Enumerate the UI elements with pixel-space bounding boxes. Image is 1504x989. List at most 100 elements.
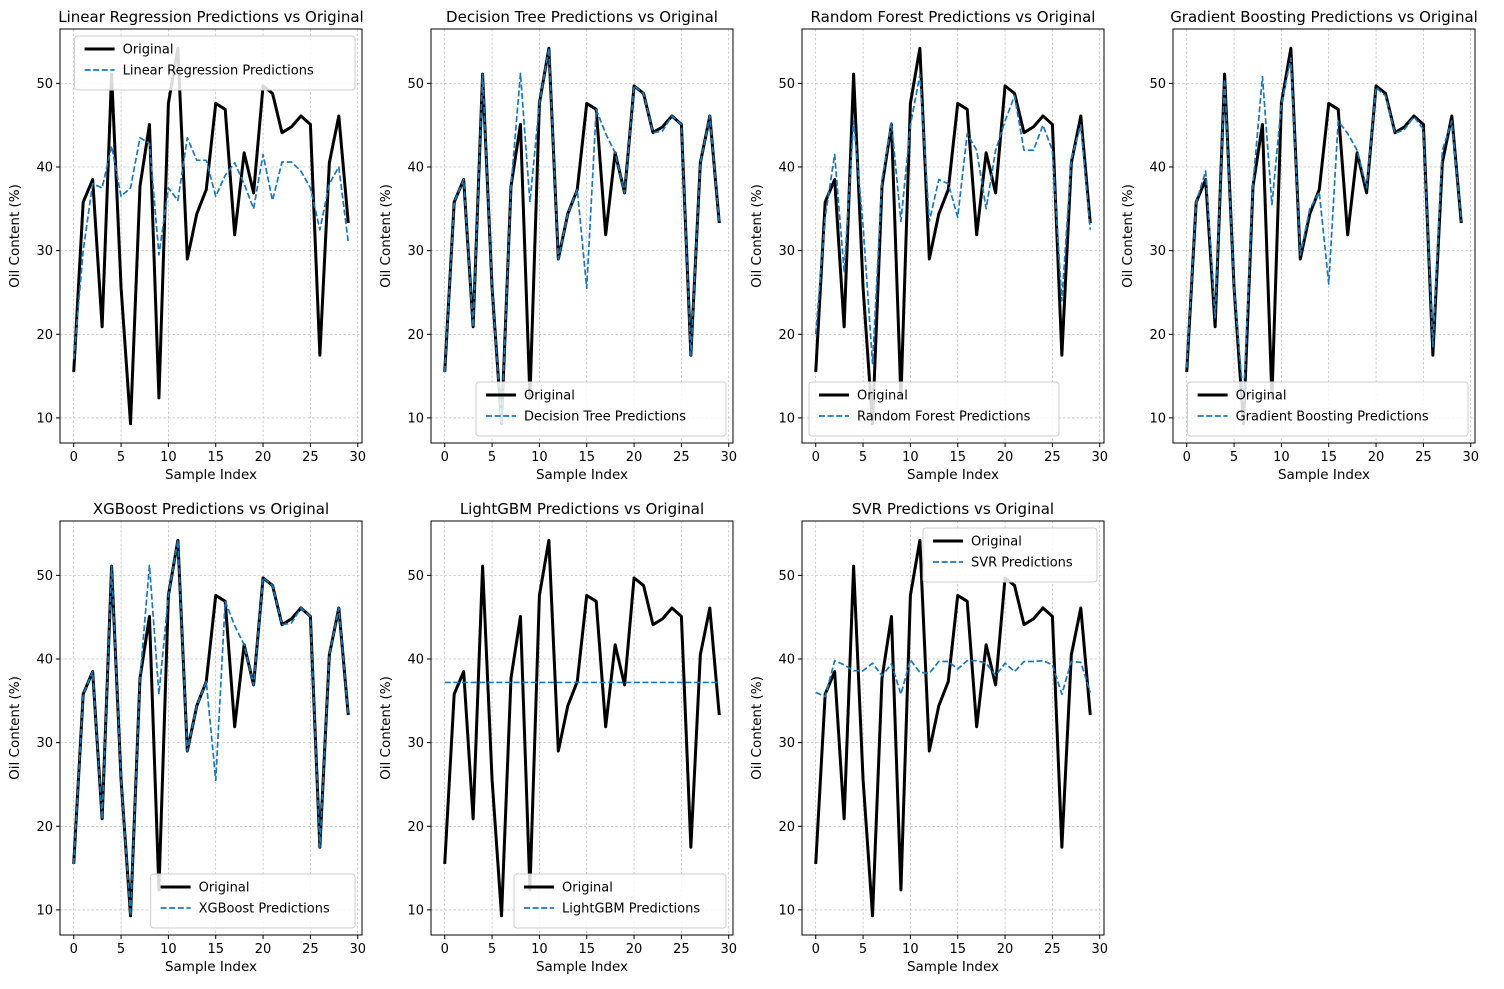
- chart-title: Random Forest Predictions vs Original: [811, 8, 1096, 26]
- y-tick-label: 50: [778, 569, 795, 584]
- x-axis-label: Sample Index: [165, 467, 257, 483]
- x-tick-label: 5: [859, 942, 867, 957]
- series-original-line: [814, 46, 1092, 426]
- subplot-7: 0 5 10 15 20 25 30 10 20 30 40 50 SVR Predictions vs…: [749, 500, 1108, 975]
- x-tick-label: 10: [902, 942, 919, 957]
- legend-label: Original: [1236, 389, 1287, 404]
- y-axis-label: Oil Content (%): [749, 676, 765, 780]
- x-tick-label: 25: [673, 450, 690, 465]
- legend-box: [513, 873, 727, 929]
- legend-box: [74, 35, 356, 91]
- legend-label: Decision Tree Predictions: [524, 410, 686, 425]
- y-tick-label: 40: [778, 161, 795, 176]
- y-tick-label: 20: [1149, 328, 1166, 343]
- y-tick-label: 20: [36, 820, 53, 835]
- chart-title: Linear Regression Predictions vs Origina…: [58, 8, 363, 26]
- chart-title: LightGBM Predictions vs Original: [460, 500, 704, 518]
- chart-title: XGBoost Predictions vs Original: [93, 500, 329, 518]
- chart-title: SVR Predictions vs Original: [852, 500, 1054, 518]
- y-tick-label: 10: [407, 411, 424, 426]
- y-tick-label: 30: [778, 736, 795, 751]
- subplot-4: 0 5 10 15 20 25 30 10 20 30 40 50 Gradient Boosting …: [1120, 8, 1479, 483]
- x-tick-label: 10: [160, 942, 177, 957]
- subplot-2: 0 5 10 15 20 25 30 10 20 30 40 50 Decision Tree Pred…: [378, 8, 737, 483]
- series-prediction-line: [815, 658, 1092, 698]
- y-tick-label: 50: [1149, 77, 1166, 92]
- x-tick-label: 30: [349, 450, 366, 465]
- y-tick-label: 50: [407, 77, 424, 92]
- legend-label: SVR Predictions: [971, 556, 1073, 571]
- y-tick-label: 50: [778, 77, 795, 92]
- x-axis-label: Sample Index: [1278, 467, 1370, 483]
- legend-label: Original: [857, 389, 908, 404]
- x-tick-label: 20: [997, 450, 1014, 465]
- x-tick-label: 30: [349, 942, 366, 957]
- x-tick-label: 10: [1273, 450, 1290, 465]
- x-tick-label: 0: [441, 450, 449, 465]
- x-tick-label: 20: [626, 942, 643, 957]
- axes-frame: [1172, 28, 1476, 444]
- legend: Original Random Forest Predictions: [808, 381, 1060, 437]
- legend-box: [922, 527, 1098, 583]
- series-prediction-line: [72, 136, 350, 360]
- series-prediction-line: [72, 539, 350, 917]
- legend-label: LightGBM Predictions: [562, 902, 700, 917]
- legend-label: Linear Regression Predictions: [123, 64, 314, 79]
- legend-label: Original: [562, 881, 613, 896]
- series-prediction-line: [443, 47, 721, 425]
- legend: Original Linear Regression Predictions: [74, 35, 356, 91]
- x-axis-label: Sample Index: [536, 467, 628, 483]
- y-tick-label: 20: [407, 820, 424, 835]
- x-tick-label: 30: [720, 450, 737, 465]
- y-tick-label: 40: [778, 653, 795, 668]
- y-tick-label: 10: [407, 903, 424, 918]
- y-tick-label: 40: [36, 653, 53, 668]
- axes-frame: [801, 520, 1105, 936]
- legend-box: [1187, 381, 1469, 437]
- x-tick-label: 15: [578, 942, 595, 957]
- series-prediction-line: [814, 74, 1092, 365]
- y-tick-label: 30: [1149, 244, 1166, 259]
- legend-label: Original: [199, 881, 250, 896]
- y-axis-label: Oil Content (%): [1120, 184, 1136, 288]
- x-tick-label: 20: [997, 942, 1014, 957]
- series-original-line: [443, 538, 721, 918]
- y-tick-label: 10: [36, 411, 53, 426]
- x-tick-label: 15: [949, 942, 966, 957]
- legend-label: Gradient Boosting Predictions: [1236, 410, 1429, 425]
- x-tick-label: 20: [1368, 450, 1385, 465]
- y-tick-label: 50: [36, 569, 53, 584]
- x-tick-label: 5: [488, 450, 496, 465]
- y-tick-label: 40: [36, 161, 53, 176]
- y-axis-label: Oil Content (%): [378, 184, 394, 288]
- subplot-5: 0 5 10 15 20 25 30 10 20 30 40 50 XGBoost Prediction…: [7, 500, 366, 975]
- x-tick-label: 0: [70, 450, 78, 465]
- subplot-6: 0 5 10 15 20 25 30 10 20 30 40 50 LightGBM Predictio…: [378, 500, 737, 975]
- x-tick-label: 5: [859, 450, 867, 465]
- subplot-1: 0 5 10 15 20 25 30 10 20 30 40 50 Linear Regression …: [7, 8, 366, 483]
- y-axis-label: Oil Content (%): [749, 184, 765, 288]
- legend-label: Original: [524, 389, 575, 404]
- x-tick-label: 10: [531, 942, 548, 957]
- x-tick-label: 30: [1462, 450, 1479, 465]
- legend: Original Gradient Boosting Predictions: [1187, 381, 1469, 437]
- legend-label: Original: [123, 43, 174, 58]
- x-tick-label: 10: [902, 450, 919, 465]
- axes-frame: [59, 28, 363, 444]
- legend-label: Original: [971, 535, 1022, 550]
- x-tick-label: 25: [1044, 450, 1061, 465]
- series-original-line: [1185, 46, 1463, 426]
- y-tick-label: 20: [778, 328, 795, 343]
- x-tick-label: 5: [488, 942, 496, 957]
- x-tick-label: 5: [117, 450, 125, 465]
- y-axis-label: Oil Content (%): [378, 676, 394, 780]
- y-tick-label: 10: [778, 411, 795, 426]
- axes-frame: [430, 520, 734, 936]
- chart-title: Decision Tree Predictions vs Original: [446, 8, 718, 26]
- x-tick-label: 30: [720, 942, 737, 957]
- y-tick-label: 20: [778, 820, 795, 835]
- y-axis-label: Oil Content (%): [7, 184, 23, 288]
- x-tick-label: 0: [1183, 450, 1191, 465]
- y-tick-label: 40: [1149, 161, 1166, 176]
- y-tick-label: 40: [407, 653, 424, 668]
